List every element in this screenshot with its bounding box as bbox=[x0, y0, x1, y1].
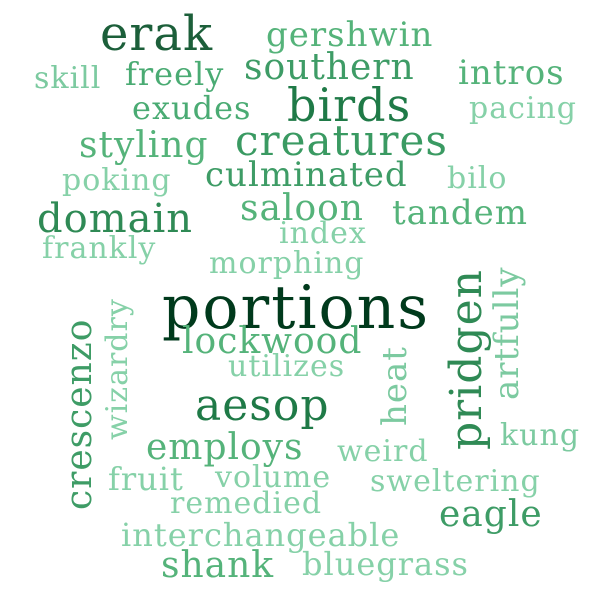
word-heat: heat bbox=[375, 346, 415, 426]
word-erak: erak bbox=[100, 6, 214, 62]
word-sweltering: sweltering bbox=[370, 464, 541, 499]
word-crescenzo: crescenzo bbox=[59, 318, 100, 510]
word-fruit: fruit bbox=[108, 460, 184, 498]
word-birds: birds bbox=[287, 78, 412, 132]
word-poking: poking bbox=[62, 163, 172, 198]
word-tandem: tandem bbox=[392, 193, 528, 233]
word-bluegrass: bluegrass bbox=[302, 545, 469, 583]
word-artfully: artfully bbox=[487, 266, 527, 400]
word-utilizes: utilizes bbox=[228, 349, 346, 384]
word-saloon: saloon bbox=[240, 188, 364, 229]
word-employs: employs bbox=[146, 427, 304, 468]
word-pridgen: pridgen bbox=[441, 269, 492, 450]
word-portions: portions bbox=[162, 273, 431, 343]
word-shank: shank bbox=[161, 545, 275, 586]
word-bilo: bilo bbox=[447, 161, 508, 196]
word-aesop: aesop bbox=[195, 380, 330, 431]
word-skill: skill bbox=[34, 61, 102, 96]
word-volume: volume bbox=[215, 460, 332, 495]
word-freely: freely bbox=[125, 55, 225, 93]
word-index: index bbox=[279, 216, 367, 251]
word-gershwin: gershwin bbox=[266, 15, 434, 55]
word-domain: domain bbox=[37, 196, 194, 242]
word-frankly: frankly bbox=[42, 231, 157, 266]
word-southern: southern bbox=[244, 47, 415, 88]
word-eagle: eagle bbox=[439, 494, 543, 535]
word-interchangeable: interchangeable bbox=[121, 516, 401, 554]
word-wizardry: wizardry bbox=[100, 298, 135, 440]
word-weird: weird bbox=[337, 434, 429, 469]
word-styling: styling bbox=[79, 125, 209, 166]
word-kung: kung bbox=[500, 418, 581, 453]
word-creatures: creatures bbox=[235, 116, 448, 165]
word-exudes: exudes bbox=[132, 89, 252, 127]
word-lockwood: lockwood bbox=[182, 321, 363, 362]
word-intros: intros bbox=[458, 53, 565, 93]
word-pacing: pacing bbox=[469, 91, 578, 126]
word-morphing: morphing bbox=[209, 246, 365, 281]
word-remedied: remedied bbox=[170, 486, 323, 521]
word-culminated: culminated bbox=[205, 155, 408, 195]
